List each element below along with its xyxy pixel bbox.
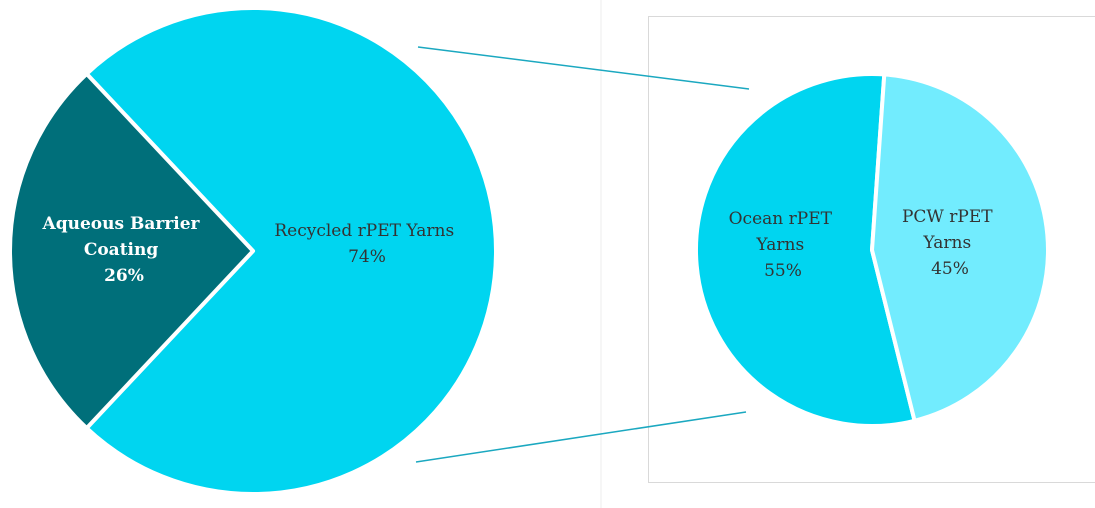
main-slice-aqueous-barrier-coating bbox=[8, 71, 255, 431]
main-pie bbox=[8, 6, 498, 496]
breakdown-pie bbox=[694, 72, 1050, 428]
breakdown-slice-ocean-rpet-yarns bbox=[694, 72, 917, 428]
slice-label-recycled-rpet-yarns: Recycled rPET Yarns 74% bbox=[274, 221, 459, 267]
breakdown-frame bbox=[648, 16, 1095, 483]
slice-label-pcw-rpet-yarns: PCW rPET Yarns 45% bbox=[902, 207, 998, 279]
breakdown-slice-pcw-rpet-yarns bbox=[870, 72, 1050, 423]
slice-label-ocean-rpet-yarns: Ocean rPET Yarns 55% bbox=[729, 209, 838, 281]
connector-line-top bbox=[417, 46, 750, 90]
main-slice-recycled-rpet-yarns bbox=[84, 6, 498, 496]
slice-label-aqueous-barrier-coating: Aqueous Barrier Coating 26% bbox=[42, 214, 206, 286]
connector-line-bottom bbox=[415, 411, 747, 463]
